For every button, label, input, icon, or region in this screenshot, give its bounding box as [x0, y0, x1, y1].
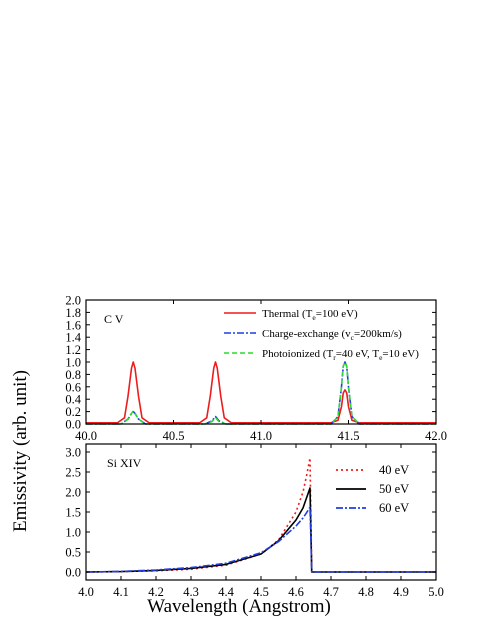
- x-tick-label: 4.4: [218, 585, 234, 599]
- si-panel: 4.0 4.1 4.2 4.3 4.4 4.5 4.6 4.7 4.8 4.9 5.0 0.0 0.5 1…: [65, 443, 444, 599]
- legend-label-thermal: Thermal (Te=100 eV): [262, 308, 358, 322]
- y-tick-label: 1.8: [65, 306, 81, 320]
- series-line-photoionized: [86, 361, 436, 425]
- y-tick-label: 2.5: [65, 466, 81, 480]
- y-tick-label: 1.0: [65, 526, 81, 540]
- y-tick-label: 1.2: [65, 343, 81, 357]
- x-tick-label: 42.0: [425, 429, 447, 443]
- x-tick-label: 40.5: [163, 429, 185, 443]
- legend-label-charge-exchange: Charge-exchange (vc=200km/s): [262, 328, 402, 342]
- x-tick-label: 4.5: [253, 585, 269, 599]
- cv-panel: 40.0 40.5 41.0 41.5 42.00.00.20.40.60.81.01.…: [65, 294, 447, 444]
- y-tick-label: 0.6: [65, 380, 81, 394]
- x-tick-label: 4.2: [148, 585, 164, 599]
- y-tick-label: 0.8: [65, 368, 81, 382]
- legend-label-60ev: 60 eV: [379, 501, 409, 515]
- si-series-group: [85, 457, 436, 573]
- y-tick-label: 1.5: [65, 506, 81, 520]
- legend-label-50ev: 50 eV: [379, 482, 409, 496]
- x-tick-label: 4.3: [183, 585, 199, 599]
- legend-label-photoionized: Photoionized (Tr=40 eV, Te=10 eV): [262, 348, 419, 362]
- x-tick-label: 4.7: [323, 585, 339, 599]
- y-tick-label: 0.0: [65, 566, 81, 580]
- x-tick-label: 41.5: [338, 429, 360, 443]
- si-panel-label: Si XIV: [107, 456, 142, 470]
- series-line-thermal: [86, 361, 436, 424]
- x-tick-label: 4.1: [113, 585, 129, 599]
- y-tick-label: 1.4: [65, 331, 81, 345]
- x-axis-title: Wavelength (Angstrom): [147, 596, 331, 617]
- cv-legend: Thermal (Te=100 eV) Charge-exchange (vc=…: [224, 308, 419, 362]
- series-line-60-ev: [85, 506, 436, 573]
- x-tick-label: 40.0: [75, 429, 97, 443]
- x-tick-label: 41.0: [250, 429, 272, 443]
- y-tick-label: 0.4: [65, 393, 81, 407]
- legend-label-40ev: 40 eV: [379, 463, 409, 477]
- x-tick-label: 4.0: [78, 585, 94, 599]
- x-tick-label: 4.6: [288, 585, 304, 599]
- y-tick-label: 0.5: [65, 546, 81, 560]
- x-tick-label: 4.9: [393, 585, 409, 599]
- x-tick-label: 5.0: [428, 585, 444, 599]
- y-tick-label: 0.2: [65, 405, 81, 419]
- y-tick-label: 1.0: [65, 356, 81, 370]
- si-ticks: 4.0 4.1 4.2 4.3 4.4 4.5 4.6 4.7 4.8 4.9 5.0 0.0 0.5 1…: [65, 444, 444, 599]
- cv-panel-label: C V: [104, 312, 124, 326]
- cv-plot-frame: [85, 299, 437, 425]
- y-tick-label: 1.6: [65, 318, 81, 332]
- si-legend: 40 eV 50 eV 60 eV: [336, 463, 409, 515]
- y-tick-label: 2.0: [65, 486, 81, 500]
- cv-ticks: 40.0 40.5 41.0 41.5 42.00.00.20.40.60.81.01.…: [65, 294, 447, 444]
- x-tick-label: 4.8: [358, 585, 374, 599]
- y-tick-label: 3.0: [65, 446, 81, 460]
- cv-series-group: [86, 361, 436, 425]
- y-axis-title: Emissivity (arb. unit): [10, 370, 31, 532]
- y-tick-label: 0.0: [65, 418, 81, 432]
- y-tick-label: 2.0: [65, 294, 81, 308]
